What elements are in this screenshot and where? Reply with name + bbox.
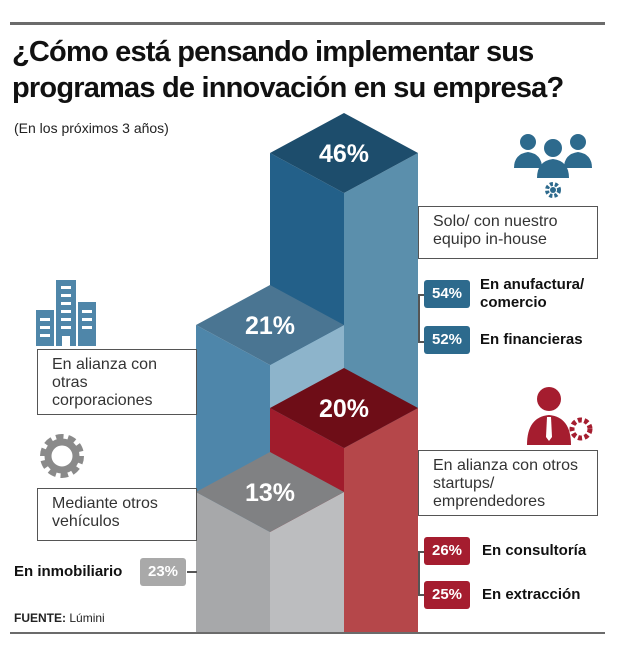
column-value-label: 13%: [245, 479, 295, 507]
connector-line: [418, 294, 420, 342]
category-text: En alianza con otras corporaciones: [52, 356, 157, 409]
column-3: 13%: [196, 452, 344, 633]
category-label-in-house: Solo/ con nuestro equipo in-house: [418, 206, 598, 259]
source-label: FUENTE:: [14, 611, 66, 625]
bottom-rule: [10, 632, 605, 634]
top-rule: [10, 22, 605, 25]
connector-line: [418, 551, 425, 553]
breakdown-label: En consultoría: [482, 542, 587, 559]
chart-subtitle: (En los próximos 3 años): [14, 120, 169, 136]
connector-line: [187, 571, 197, 573]
breakdown-label: En inmobiliario: [14, 563, 123, 580]
breakdown-value-badge: 23%: [140, 558, 186, 586]
breakdown-value-badge: 25%: [424, 581, 470, 609]
team-gear-icon: [514, 134, 592, 198]
category-label-otros-vehiculos: Mediante otros vehículos: [37, 488, 197, 541]
source-note: FUENTE: Lúmini: [14, 611, 105, 625]
connector-line: [418, 341, 425, 343]
connector-line: [418, 594, 425, 596]
breakdown-label: En extracción: [482, 586, 581, 603]
businessman-gear-icon: [527, 387, 593, 445]
category-text: Solo/ con nuestro equipo in-house: [433, 213, 558, 248]
column-top-face: [270, 113, 418, 193]
column-right-face: [270, 492, 344, 633]
breakdown-value-badge: 26%: [424, 537, 470, 565]
connector-line: [418, 551, 420, 595]
category-label-startups: En alianza con otros startups/ emprended…: [418, 450, 598, 516]
breakdown-label: En financieras: [480, 331, 583, 348]
buildings-icon: [36, 280, 96, 346]
column-value-label: 46%: [319, 140, 369, 168]
chart-title: ¿Cómo está pensando implementar sus prog…: [12, 36, 564, 104]
column-right-face: [344, 408, 418, 633]
connector-line: [418, 294, 425, 296]
category-text: En alianza con otros startups/ emprended…: [433, 457, 578, 510]
category-text: Mediante otros vehículos: [52, 495, 158, 530]
column-top-face: [270, 368, 418, 448]
column-value-label: 20%: [319, 395, 369, 423]
breakdown-value-badge: 54%: [424, 280, 470, 308]
source-value: Lúmini: [69, 611, 105, 625]
column-value-label: 21%: [245, 312, 295, 340]
category-label-corporaciones: En alianza con otras corporaciones: [37, 349, 197, 415]
gear-icon: [40, 434, 84, 478]
column-top-face: [196, 285, 344, 365]
column-top-face: [196, 452, 344, 532]
breakdown-label: En anufactura/ comercio: [480, 276, 585, 311]
column-left-face: [196, 492, 270, 633]
breakdown-value-badge: 52%: [424, 326, 470, 354]
